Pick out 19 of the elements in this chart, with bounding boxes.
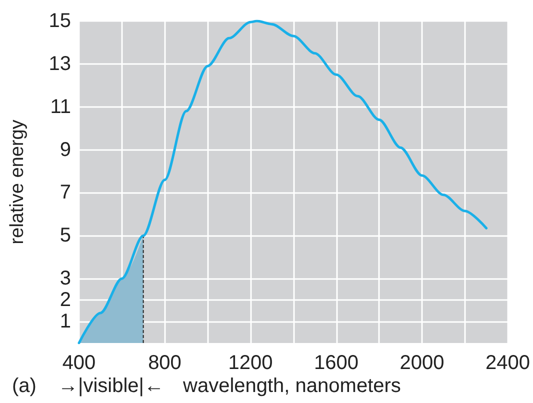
x-tick-label: 800 — [148, 352, 182, 374]
x-axis-title: wavelength, nanometers — [182, 375, 401, 397]
x-tick-label: 1200 — [228, 352, 273, 374]
y-tick-label: 9 — [60, 138, 71, 161]
y-tick-label: 13 — [48, 52, 71, 75]
text: →|visible|← — [58, 375, 164, 397]
y-tick-label: 3 — [60, 268, 71, 290]
y-tick-label: 2 — [60, 289, 71, 312]
x-tick-label: 2400 — [486, 352, 530, 374]
x-tick-label: 400 — [62, 352, 96, 374]
x-tick-label: 2000 — [400, 352, 444, 374]
y-tick-label: 5 — [60, 224, 71, 247]
y-tick-label: 7 — [60, 182, 71, 204]
y-tick-label: 1 — [60, 310, 71, 333]
x-tick-label: 1600 — [314, 352, 358, 374]
text: (a) — [12, 375, 36, 397]
y-tick-label: 11 — [50, 96, 71, 118]
y-axis-title: relative energy — [7, 119, 28, 244]
y-tick-label: 15 — [48, 10, 71, 32]
